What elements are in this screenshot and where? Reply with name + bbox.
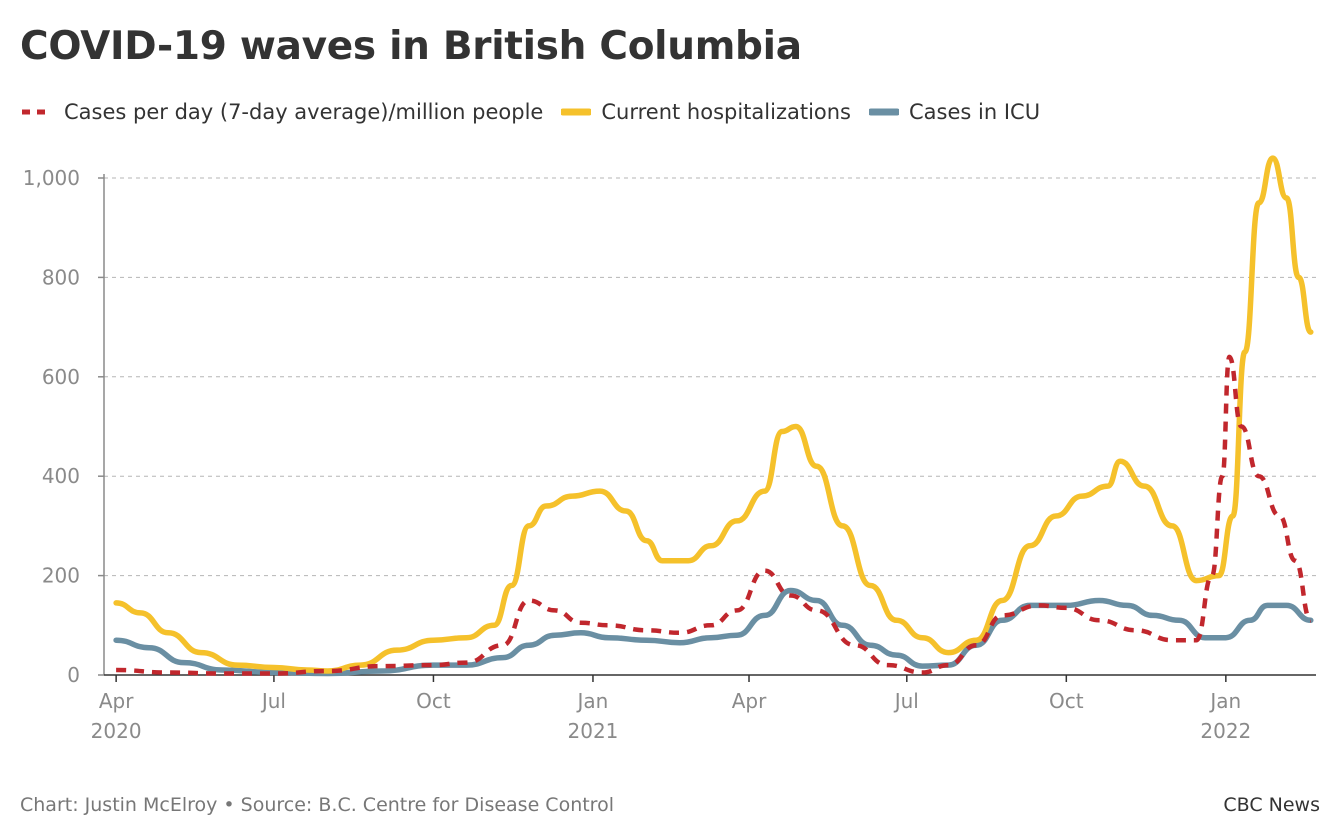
series-cases-line xyxy=(116,354,1314,676)
x-tick-label-4: Apr xyxy=(732,689,767,713)
legend-swatch-cases xyxy=(22,109,52,115)
legend-item-icu: Cases in ICU xyxy=(869,100,1040,124)
x-tick-label-6: Oct xyxy=(1049,689,1084,713)
legend-label-icu: Cases in ICU xyxy=(909,100,1041,124)
x-axis: Apr 2020 Jul Oct Jan 2021 Apr Jul Oct Jan 2022 xyxy=(91,674,1316,743)
x-tick-year-3: 2021 xyxy=(568,719,619,743)
legend-item-hospitalizations: Current hospitalizations xyxy=(561,100,851,124)
legend: Cases per day (7-day average)/million pe… xyxy=(20,100,1058,124)
legend-label-cases: Cases per day (7-day average)/million pe… xyxy=(64,100,544,124)
x-tick-label-5: Jul xyxy=(893,689,919,713)
brand-label: CBC News xyxy=(1223,794,1320,816)
y-tick-label-0: 0 xyxy=(67,663,80,687)
legend-swatch-icu xyxy=(869,108,900,116)
grid-lines xyxy=(104,177,1316,577)
y-tick-label-1: 200 xyxy=(42,564,80,588)
chart-title: COVID-19 waves in British Columbia xyxy=(20,24,802,69)
x-tick-label-3: Jan xyxy=(576,689,609,713)
y-axis: 0 200 400 600 800 1,000 xyxy=(23,166,105,687)
x-tick-label-2: Oct xyxy=(416,689,451,713)
legend-item-cases: Cases per day (7-day average)/million pe… xyxy=(20,100,543,124)
legend-label-hospitalizations: Current hospitalizations xyxy=(601,100,852,124)
series-icu-line xyxy=(113,587,1314,677)
series-lines xyxy=(113,155,1314,677)
x-tick-label-1: Jul xyxy=(260,689,286,713)
y-tick-label-3: 600 xyxy=(42,365,80,389)
x-tick-year-0: 2020 xyxy=(91,719,142,743)
y-tick-label-2: 400 xyxy=(42,464,80,488)
y-tick-label-4: 800 xyxy=(42,265,80,289)
x-tick-label-0: Apr xyxy=(99,689,134,713)
y-tick-label-5: 1,000 xyxy=(23,166,80,190)
source-credit: Chart: Justin McElroy • Source: B.C. Cen… xyxy=(20,794,614,816)
x-tick-label-7: Jan xyxy=(1208,689,1241,713)
x-tick-year-7: 2022 xyxy=(1200,719,1251,743)
series-hospitalizations-line xyxy=(113,155,1314,674)
legend-swatch-hospitalizations xyxy=(561,108,592,116)
